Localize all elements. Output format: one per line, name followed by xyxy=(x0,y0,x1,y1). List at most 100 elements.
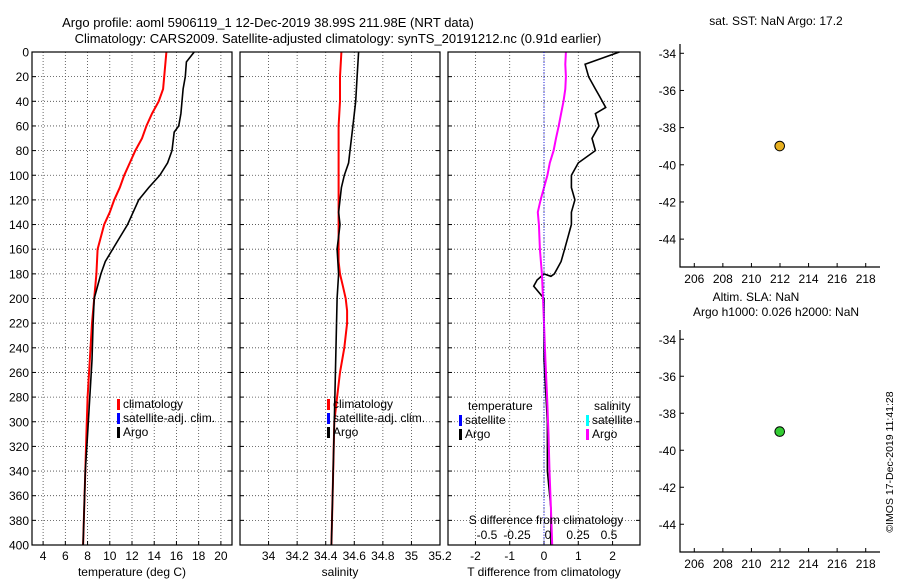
sst_map-xtick-label-6: 218 xyxy=(856,272,876,286)
depth-tick-label-7: 140 xyxy=(9,218,29,232)
sst_map-ytick-label-0: -34 xyxy=(659,47,677,61)
difference-s-tick-label-0: -0.5 xyxy=(477,528,498,542)
depth-tick-label-18: 360 xyxy=(9,489,29,503)
sla_map-xtick-label-6: 218 xyxy=(856,557,876,571)
depth-tick-label-15: 300 xyxy=(9,415,29,429)
salinity-xtick-label-0: 34 xyxy=(262,549,276,563)
sla_map-ytick-label-0: -34 xyxy=(659,333,677,347)
depth-tick-label-16: 320 xyxy=(9,440,29,454)
salinity-panel: 34 34.2 34.4 34.6 34.8 35 35.2 salinity climatol… xyxy=(239,51,452,579)
sst_map-xtick-label-5: 216 xyxy=(827,272,847,286)
sla_map-ytick-label-3: -40 xyxy=(659,444,677,458)
depth-tick-label-12: 240 xyxy=(9,341,29,355)
sla-map-title: Altim. SLA: NaN xyxy=(713,290,800,304)
depth-tick-label-17: 340 xyxy=(9,465,29,479)
footer-timestamp: ©IMOS 17-Dec-2019 11:41:28 xyxy=(884,391,896,532)
sst_map-panel: -34 -36 -38 -40 -42 -44 206 208 210 212 214 216 218 s… xyxy=(659,14,880,286)
salinity-xtick-label-2: 34.4 xyxy=(314,549,338,563)
difference-s-tick-label-3: 0.25 xyxy=(566,528,590,542)
sla_map-ytick-label-1: -36 xyxy=(659,370,677,384)
sst_map-xtick-label-0: 206 xyxy=(684,272,704,286)
salinity-legend-swatch-0 xyxy=(327,399,330,410)
temperature-legend-swatch-0 xyxy=(117,399,120,410)
depth-tick-label-8: 160 xyxy=(9,243,29,257)
temperature-xlabel: temperature (deg C) xyxy=(78,565,186,579)
figure-title-line1: Argo profile: aoml 5906119_1 12-Dec-2019… xyxy=(62,15,474,30)
depth-tick-label-6: 120 xyxy=(9,193,29,207)
difference-legend-label-2: satellite xyxy=(592,413,633,427)
salinity-legend-swatch-2 xyxy=(327,427,330,438)
depth-tick-label-13: 260 xyxy=(9,366,29,380)
difference-s-tick-label-4: 0.5 xyxy=(601,528,618,542)
difference-s-tick-label-1: -0.25 xyxy=(503,528,531,542)
sla_map-xtick-label-2: 210 xyxy=(741,557,761,571)
sla_map-ytick-label-5: -44 xyxy=(659,518,677,532)
temperature-xtick-label-4: 12 xyxy=(125,549,139,563)
sla_map-xtick-label-5: 216 xyxy=(827,557,847,571)
temperature-series-0 xyxy=(82,51,168,546)
sst_map-ytick-label-2: -38 xyxy=(659,121,677,135)
temperature-xtick-label-8: 20 xyxy=(214,549,228,563)
difference-xtick-label-3: 1 xyxy=(575,549,582,563)
difference-s-tick-label-2: 0 xyxy=(545,528,552,542)
temperature-xtick-label-6: 16 xyxy=(170,549,184,563)
sla_map-axes xyxy=(679,330,880,553)
sla_map-xtick-label-1: 208 xyxy=(713,557,733,571)
difference-s-axis-label: S difference from climatology xyxy=(469,513,624,527)
sla-map-subtitle: Argo h1000: 0.026 h2000: NaN xyxy=(693,305,859,319)
difference-legend-swatch-0 xyxy=(459,415,462,426)
sst_map-ytick-label-3: -40 xyxy=(659,158,677,172)
temperature-panel: 0 20 40 60 80 100 120 140 160 180 200 220 240 260 280 3… xyxy=(9,46,233,579)
salinity-series-1 xyxy=(330,51,360,546)
temperature-xtick-label-2: 8 xyxy=(84,549,91,563)
temperature-legend-label-2: Argo xyxy=(123,425,149,439)
difference-series-0 xyxy=(532,51,620,545)
difference-series-1 xyxy=(536,51,567,546)
difference-xtick-label-0: -2 xyxy=(470,549,481,563)
sst-map-title: sat. SST: NaN Argo: 17.2 xyxy=(709,14,843,28)
temperature-xtick-label-7: 18 xyxy=(192,549,206,563)
temperature-xtick-label-0: 4 xyxy=(40,549,47,563)
temperature-legend-label-0: climatology xyxy=(123,397,183,411)
difference-panel: -2 -1 0 1 2 T difference from climatology temp… xyxy=(447,51,641,579)
sst_map-ytick-label-1: -36 xyxy=(659,84,677,98)
depth-tick-label-9: 180 xyxy=(9,267,29,281)
salinity-xtick-label-1: 34.2 xyxy=(285,549,309,563)
sst_map-xtick-label-4: 214 xyxy=(799,272,819,286)
difference-legend-swatch-3 xyxy=(586,429,589,440)
salinity-xtick-label-5: 35 xyxy=(405,549,419,563)
depth-tick-label-4: 80 xyxy=(16,144,30,158)
temperature-xtick-label-1: 6 xyxy=(62,549,69,563)
difference-legend-swatch-2 xyxy=(586,415,589,426)
depth-tick-label-11: 220 xyxy=(9,317,29,331)
sla_map-xtick-label-4: 214 xyxy=(799,557,819,571)
difference-xtick-label-2: 0 xyxy=(541,549,548,563)
temperature-legend-swatch-1 xyxy=(117,413,120,424)
sst_map-xtick-label-2: 210 xyxy=(741,272,761,286)
salinity-legend-swatch-1 xyxy=(327,413,330,424)
temperature-legend-swatch-2 xyxy=(117,427,120,438)
difference-xtick-label-4: 2 xyxy=(609,549,616,563)
figure-title-line2: Climatology: CARS2009. Satellite-adjuste… xyxy=(75,31,602,46)
salinity-frame xyxy=(239,51,441,546)
depth-tick-label-19: 380 xyxy=(9,514,29,528)
depth-tick-label-3: 60 xyxy=(16,119,30,133)
difference-legend-swatch-1 xyxy=(459,429,462,440)
salinity-xtick-label-4: 34.8 xyxy=(371,549,395,563)
temperature-legend-label-1: satellite-adj. clim. xyxy=(123,411,215,425)
difference-legend-label-1: Argo xyxy=(465,427,491,441)
sla_map-ytick-label-4: -42 xyxy=(659,481,677,495)
salinity-legend-label-2: Argo xyxy=(333,425,359,439)
salinity-legend-label-0: climatology xyxy=(333,397,393,411)
sst_map-axes xyxy=(679,44,880,268)
salinity-xtick-label-3: 34.6 xyxy=(343,549,367,563)
difference-legend-label-3: Argo xyxy=(592,427,618,441)
depth-tick-label-1: 20 xyxy=(16,70,30,84)
difference-xtick-label-1: -1 xyxy=(504,549,515,563)
depth-tick-label-2: 40 xyxy=(16,95,30,109)
salinity-legend-label-1: satellite-adj. clim. xyxy=(333,411,425,425)
depth-tick-label-0: 0 xyxy=(22,46,29,60)
sla_map-marker-0 xyxy=(774,426,786,437)
sla_map-xtick-label-3: 212 xyxy=(770,557,790,571)
